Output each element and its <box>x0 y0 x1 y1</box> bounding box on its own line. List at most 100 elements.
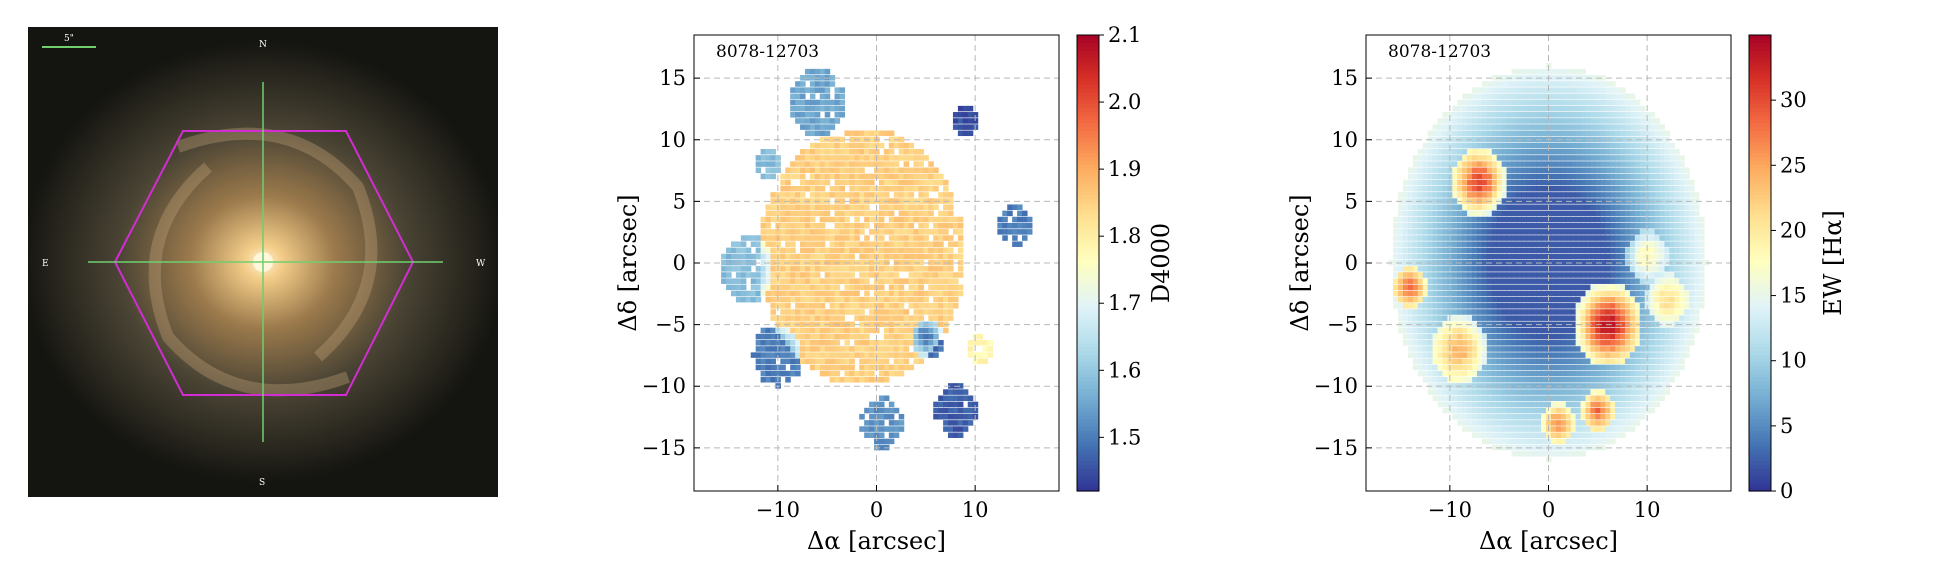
map-cell <box>830 254 836 260</box>
colorbar-segment <box>1077 217 1099 221</box>
map-cell <box>1413 315 1419 321</box>
map-cell <box>869 155 875 161</box>
map-cell <box>1551 254 1557 260</box>
map-cell <box>1398 223 1404 229</box>
map-cell <box>1492 131 1498 137</box>
map-cell <box>1674 297 1680 303</box>
map-cell <box>894 161 900 167</box>
map-cell <box>790 272 796 278</box>
map-cell <box>1526 100 1532 106</box>
colorbar-segment <box>1077 430 1099 434</box>
map-cell <box>800 359 806 365</box>
map-cell <box>933 297 939 303</box>
map-cell <box>1561 408 1567 414</box>
map-cell <box>825 285 831 291</box>
map-cell <box>1413 340 1419 346</box>
map-cell <box>1507 278 1513 284</box>
map-cell <box>840 241 846 247</box>
map-cell <box>1585 217 1591 223</box>
map-cell <box>721 278 727 284</box>
map-cell <box>909 315 915 321</box>
map-cell <box>1536 291 1542 297</box>
map-cell <box>923 309 929 315</box>
map-cell <box>899 192 905 198</box>
map-cell <box>790 278 796 284</box>
map-cell <box>1674 365 1680 371</box>
map-cell <box>766 365 772 371</box>
map-cell <box>879 272 885 278</box>
map-cell <box>1482 371 1488 377</box>
map-cell <box>1595 186 1601 192</box>
map-cell <box>1467 291 1473 297</box>
map-cell <box>913 241 919 247</box>
map-cell <box>1482 439 1488 445</box>
colorbar-segment <box>1077 468 1099 472</box>
map-cell <box>1497 217 1503 223</box>
map-cell <box>1590 346 1596 352</box>
map-cell <box>913 352 919 358</box>
x-tick-label: −10 <box>756 498 800 522</box>
map-cell <box>943 309 949 315</box>
map-cell <box>1650 118 1656 124</box>
map-cell <box>879 235 885 241</box>
map-cell <box>1531 309 1537 315</box>
map-cell <box>780 365 786 371</box>
map-cell <box>884 241 890 247</box>
map-cell <box>1507 81 1513 87</box>
map-cell <box>835 241 841 247</box>
map-cell <box>1659 371 1665 377</box>
map-cell <box>825 254 831 260</box>
map-cell <box>815 328 821 334</box>
map-cell <box>904 229 910 235</box>
map-cell <box>1482 248 1488 254</box>
map-cell <box>1418 229 1424 235</box>
map-cell <box>894 278 900 284</box>
map-cell <box>1418 297 1424 303</box>
map-cell <box>1615 402 1621 408</box>
map-cell <box>1408 340 1414 346</box>
map-cell <box>1650 149 1656 155</box>
map-cell <box>859 260 865 266</box>
map-cell <box>864 278 870 284</box>
map-cell <box>1442 408 1448 414</box>
map-cell <box>948 395 954 401</box>
map-cell <box>1615 389 1621 395</box>
map-cell <box>1438 186 1444 192</box>
map-cell <box>1659 334 1665 340</box>
map-cell <box>1576 414 1582 420</box>
map-cell <box>1590 229 1596 235</box>
map-cell <box>790 248 796 254</box>
map-cell <box>1625 297 1631 303</box>
map-cell <box>1398 266 1404 272</box>
map-cell <box>1526 297 1532 303</box>
x-tick-label: 0 <box>870 498 883 522</box>
map-cell <box>1605 217 1611 223</box>
map-cell <box>1428 248 1434 254</box>
map-cell <box>1595 278 1601 284</box>
map-cell <box>1512 229 1518 235</box>
map-cell <box>1477 112 1483 118</box>
map-cell <box>1659 131 1665 137</box>
map-cell <box>1679 186 1685 192</box>
map-cell <box>1585 365 1591 371</box>
map-cell <box>1526 94 1532 100</box>
map-cell <box>1516 395 1522 401</box>
map-cell <box>859 143 865 149</box>
map-cell <box>1403 217 1409 223</box>
map-cell <box>1438 315 1444 321</box>
map-cell <box>1487 395 1493 401</box>
map-cell <box>1650 328 1656 334</box>
map-cell <box>780 174 786 180</box>
map-cell <box>1679 229 1685 235</box>
map-cell <box>1442 217 1448 223</box>
map-cell <box>800 297 806 303</box>
map-cell <box>1571 204 1577 210</box>
map-cell <box>1625 389 1631 395</box>
colorbar-segment <box>1077 244 1099 248</box>
map-cell <box>879 408 885 414</box>
map-cell <box>1655 395 1661 401</box>
map-cell <box>1571 291 1577 297</box>
map-cell <box>790 328 796 334</box>
